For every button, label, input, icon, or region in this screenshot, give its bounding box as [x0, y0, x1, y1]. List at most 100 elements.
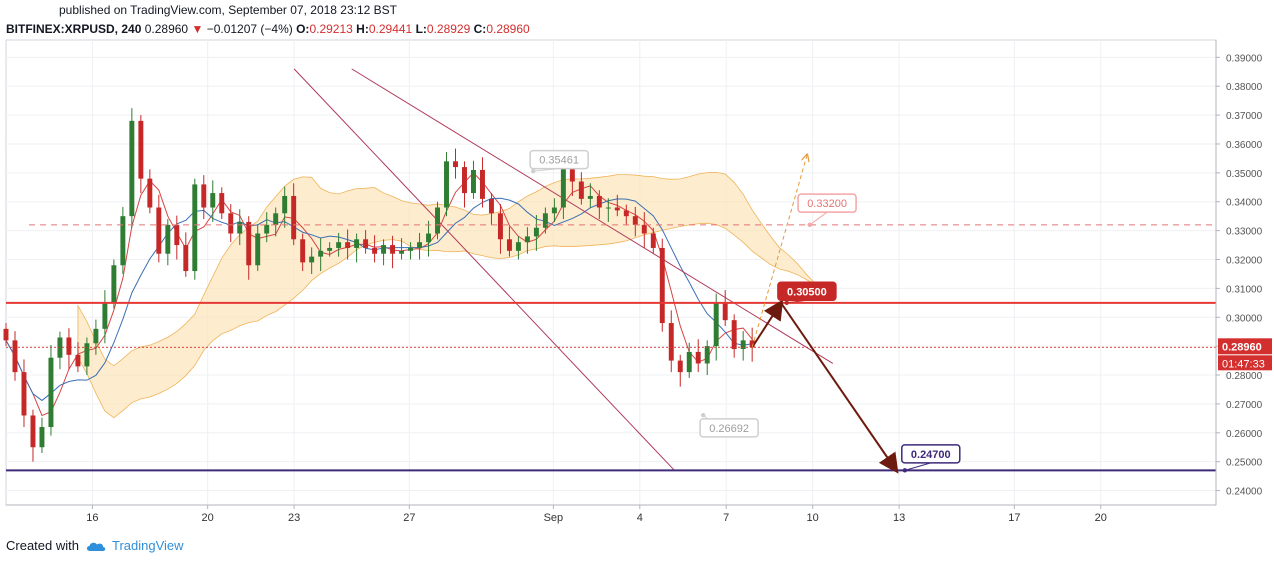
y-tick-label: 0.38000 [1226, 82, 1263, 93]
candle-body [120, 216, 126, 266]
x-tick-label: 4 [637, 512, 643, 524]
candle-body [228, 213, 234, 234]
candle-body [336, 242, 342, 248]
support-label-anchor [902, 468, 908, 473]
target-label-pointer [809, 211, 828, 226]
candle-body [102, 302, 108, 329]
x-tick-label: 20 [202, 512, 214, 524]
candle-body [408, 247, 414, 251]
low-value: 0.28929 [426, 22, 471, 36]
candle-body [147, 178, 153, 208]
channel-upper-line [351, 68, 834, 364]
y-tick-label: 0.26000 [1226, 429, 1263, 440]
level-labels[interactable]: 0.30500 0.33200 0.24700 0.35461 0.26692 [529, 149, 961, 473]
candle-body [444, 161, 449, 208]
target-label-anchor [807, 222, 812, 228]
candle-body [677, 360, 683, 373]
candle-body [138, 120, 144, 179]
y-tick-label: 0.30000 [1226, 313, 1263, 324]
candle-body [614, 207, 620, 211]
candle-body [641, 224, 647, 234]
candle-body [623, 210, 629, 217]
y-tick-label: 0.35000 [1226, 169, 1263, 180]
horizontal-levels[interactable] [6, 224, 1216, 472]
x-tick-label: 13 [893, 512, 905, 524]
extreme-label-anchor [531, 168, 536, 174]
candle-body [219, 193, 225, 214]
cloud-logo-icon [86, 542, 106, 551]
candle-body [165, 224, 171, 254]
y-tick-label: 0.25000 [1226, 458, 1263, 469]
candlestick-series [3, 108, 755, 462]
price-change: −0.01207 (−4%) [206, 22, 293, 36]
y-tick-label: 0.37000 [1226, 111, 1263, 122]
candle-body [417, 242, 423, 248]
candle-body [399, 250, 405, 254]
candle-body [3, 328, 9, 341]
published-caption: published on TradingView.com, September … [59, 3, 397, 17]
candle-body [354, 239, 360, 248]
alternative-path-arrow [751, 156, 807, 348]
price-tag-box [1218, 338, 1272, 355]
candle-body [497, 213, 503, 240]
candle-body [704, 346, 710, 364]
kijun-line [5, 197, 753, 402]
candle-body [506, 239, 512, 251]
candle-body [713, 302, 719, 347]
candle-body [282, 195, 288, 214]
candle-body [210, 193, 216, 208]
candle-body [650, 233, 656, 248]
plot-area [5, 39, 1217, 506]
candle-body [300, 239, 306, 263]
candle-body [93, 328, 99, 344]
candle-body [479, 169, 485, 199]
descending-channel[interactable] [293, 68, 834, 471]
close-value: 0.28960 [486, 22, 530, 36]
candle-body [542, 213, 548, 228]
candle-body [48, 357, 54, 428]
target-label-text: 0.33200 [807, 198, 847, 210]
y-tick-label: 0.24000 [1226, 487, 1263, 498]
countdown-box [1218, 355, 1272, 371]
y-tick-label: 0.32000 [1226, 256, 1263, 267]
countdown-text: 01:47:33 [1222, 358, 1265, 370]
candle-body [318, 250, 324, 257]
extreme-label-text: 0.26692 [709, 423, 749, 435]
price-chart[interactable]: 0.30500 0.33200 0.24700 0.35461 0.26692 0.39… [0, 0, 1274, 530]
x-tick-label: 16 [86, 512, 98, 524]
candle-body [659, 247, 665, 324]
candle-body [596, 195, 602, 208]
candle-body [749, 340, 755, 348]
y-tick-label: 0.27000 [1226, 400, 1263, 411]
extreme-label-anchor [700, 412, 706, 418]
tradingview-brand[interactable]: TradingView [111, 538, 184, 553]
candle-body [75, 354, 81, 367]
candle-body [327, 247, 333, 251]
last-price: 0.28960 [144, 22, 189, 36]
tradingview-link[interactable]: TradingView [85, 538, 184, 553]
symbol-ohlc-bar: BITFINEX:XRPUSD, 240 0.28960 ▼ −0.01207 … [6, 22, 530, 36]
created-with-text: Created with [6, 538, 79, 553]
x-tick-label: 27 [403, 512, 415, 524]
candle-body [345, 242, 351, 248]
extreme-label-box [699, 418, 759, 438]
x-tick-label: 23 [288, 512, 300, 524]
symbol-label[interactable]: BITFINEX:XRPUSD, 240 [6, 22, 142, 36]
candle-body [66, 337, 72, 355]
candle-body [605, 207, 611, 209]
extreme-label-text: 0.35461 [539, 155, 579, 167]
candle-body [533, 227, 539, 237]
candle-body [551, 207, 557, 214]
channel-lower-line [293, 68, 675, 471]
projection-arrows[interactable] [751, 156, 899, 474]
x-tick-label: 17 [1008, 512, 1020, 524]
candle-body [686, 351, 692, 373]
candle-body [524, 236, 530, 243]
candle-body [372, 247, 378, 254]
candle-body [515, 242, 521, 251]
candle-body [21, 372, 27, 416]
resistance-label-anchor [784, 300, 789, 306]
time-axis[interactable]: 16 20 23 27 Sep 4 7 10 13 17 20 [6, 504, 1216, 524]
footer: Created with TradingView [6, 538, 184, 553]
price-axis[interactable]: 0.39000 0.38000 0.37000 0.36000 0.35000 0.340… [1215, 40, 1272, 505]
